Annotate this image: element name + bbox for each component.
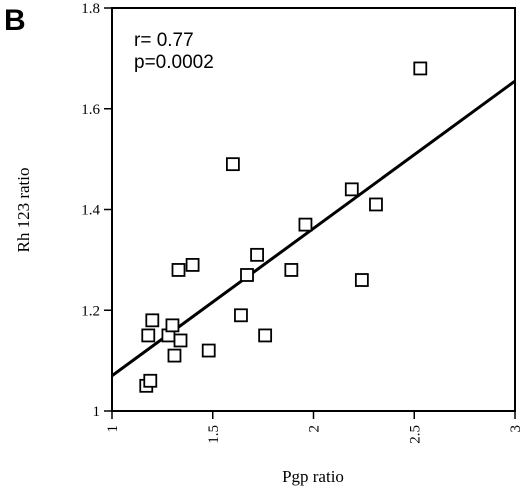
annotation-p-value: p=0.0002: [134, 52, 214, 73]
data-point: [145, 313, 160, 328]
data-point: [413, 61, 428, 76]
x-tick-label: 1.5: [206, 425, 222, 444]
panel-label: B: [4, 4, 26, 37]
y-tick-label: 1.8: [81, 1, 100, 17]
x-tick-label: 3: [508, 425, 520, 433]
y-tick-label: 1: [93, 404, 101, 420]
data-point: [143, 373, 158, 388]
data-point: [354, 273, 369, 287]
data-point: [201, 343, 216, 358]
data-point: [258, 328, 273, 343]
axis-ticks: [104, 7, 516, 419]
data-point: [171, 263, 186, 277]
axis-tick-labels: 1 1.5 2 2.5 3 1 1.2 1.4 1.6 1.8: [81, 1, 520, 444]
data-point: [344, 182, 359, 197]
data-point: [369, 197, 383, 212]
data-point: [225, 157, 240, 172]
y-tick-label: 1.4: [81, 203, 100, 219]
data-point: [141, 328, 156, 343]
data-point: [185, 258, 200, 272]
y-tick-label: 1.2: [81, 303, 100, 319]
x-axis-label: Pgp ratio: [282, 467, 344, 486]
data-point: [250, 247, 264, 262]
data-point: [298, 217, 313, 232]
data-point: [240, 268, 254, 282]
data-point: [167, 348, 182, 363]
y-axis-label: Rh 123 ratio: [14, 168, 33, 253]
data-points: [139, 61, 428, 393]
x-tick-label: 2: [307, 425, 323, 433]
x-tick-label: 2.5: [407, 425, 423, 444]
data-point: [173, 333, 188, 348]
y-tick-label: 1.6: [81, 102, 100, 118]
data-point: [165, 318, 180, 333]
data-point: [234, 308, 248, 323]
data-point: [284, 263, 299, 277]
annotation-correlation: r= 0.77: [134, 30, 194, 51]
x-tick-label: 1: [105, 425, 121, 433]
